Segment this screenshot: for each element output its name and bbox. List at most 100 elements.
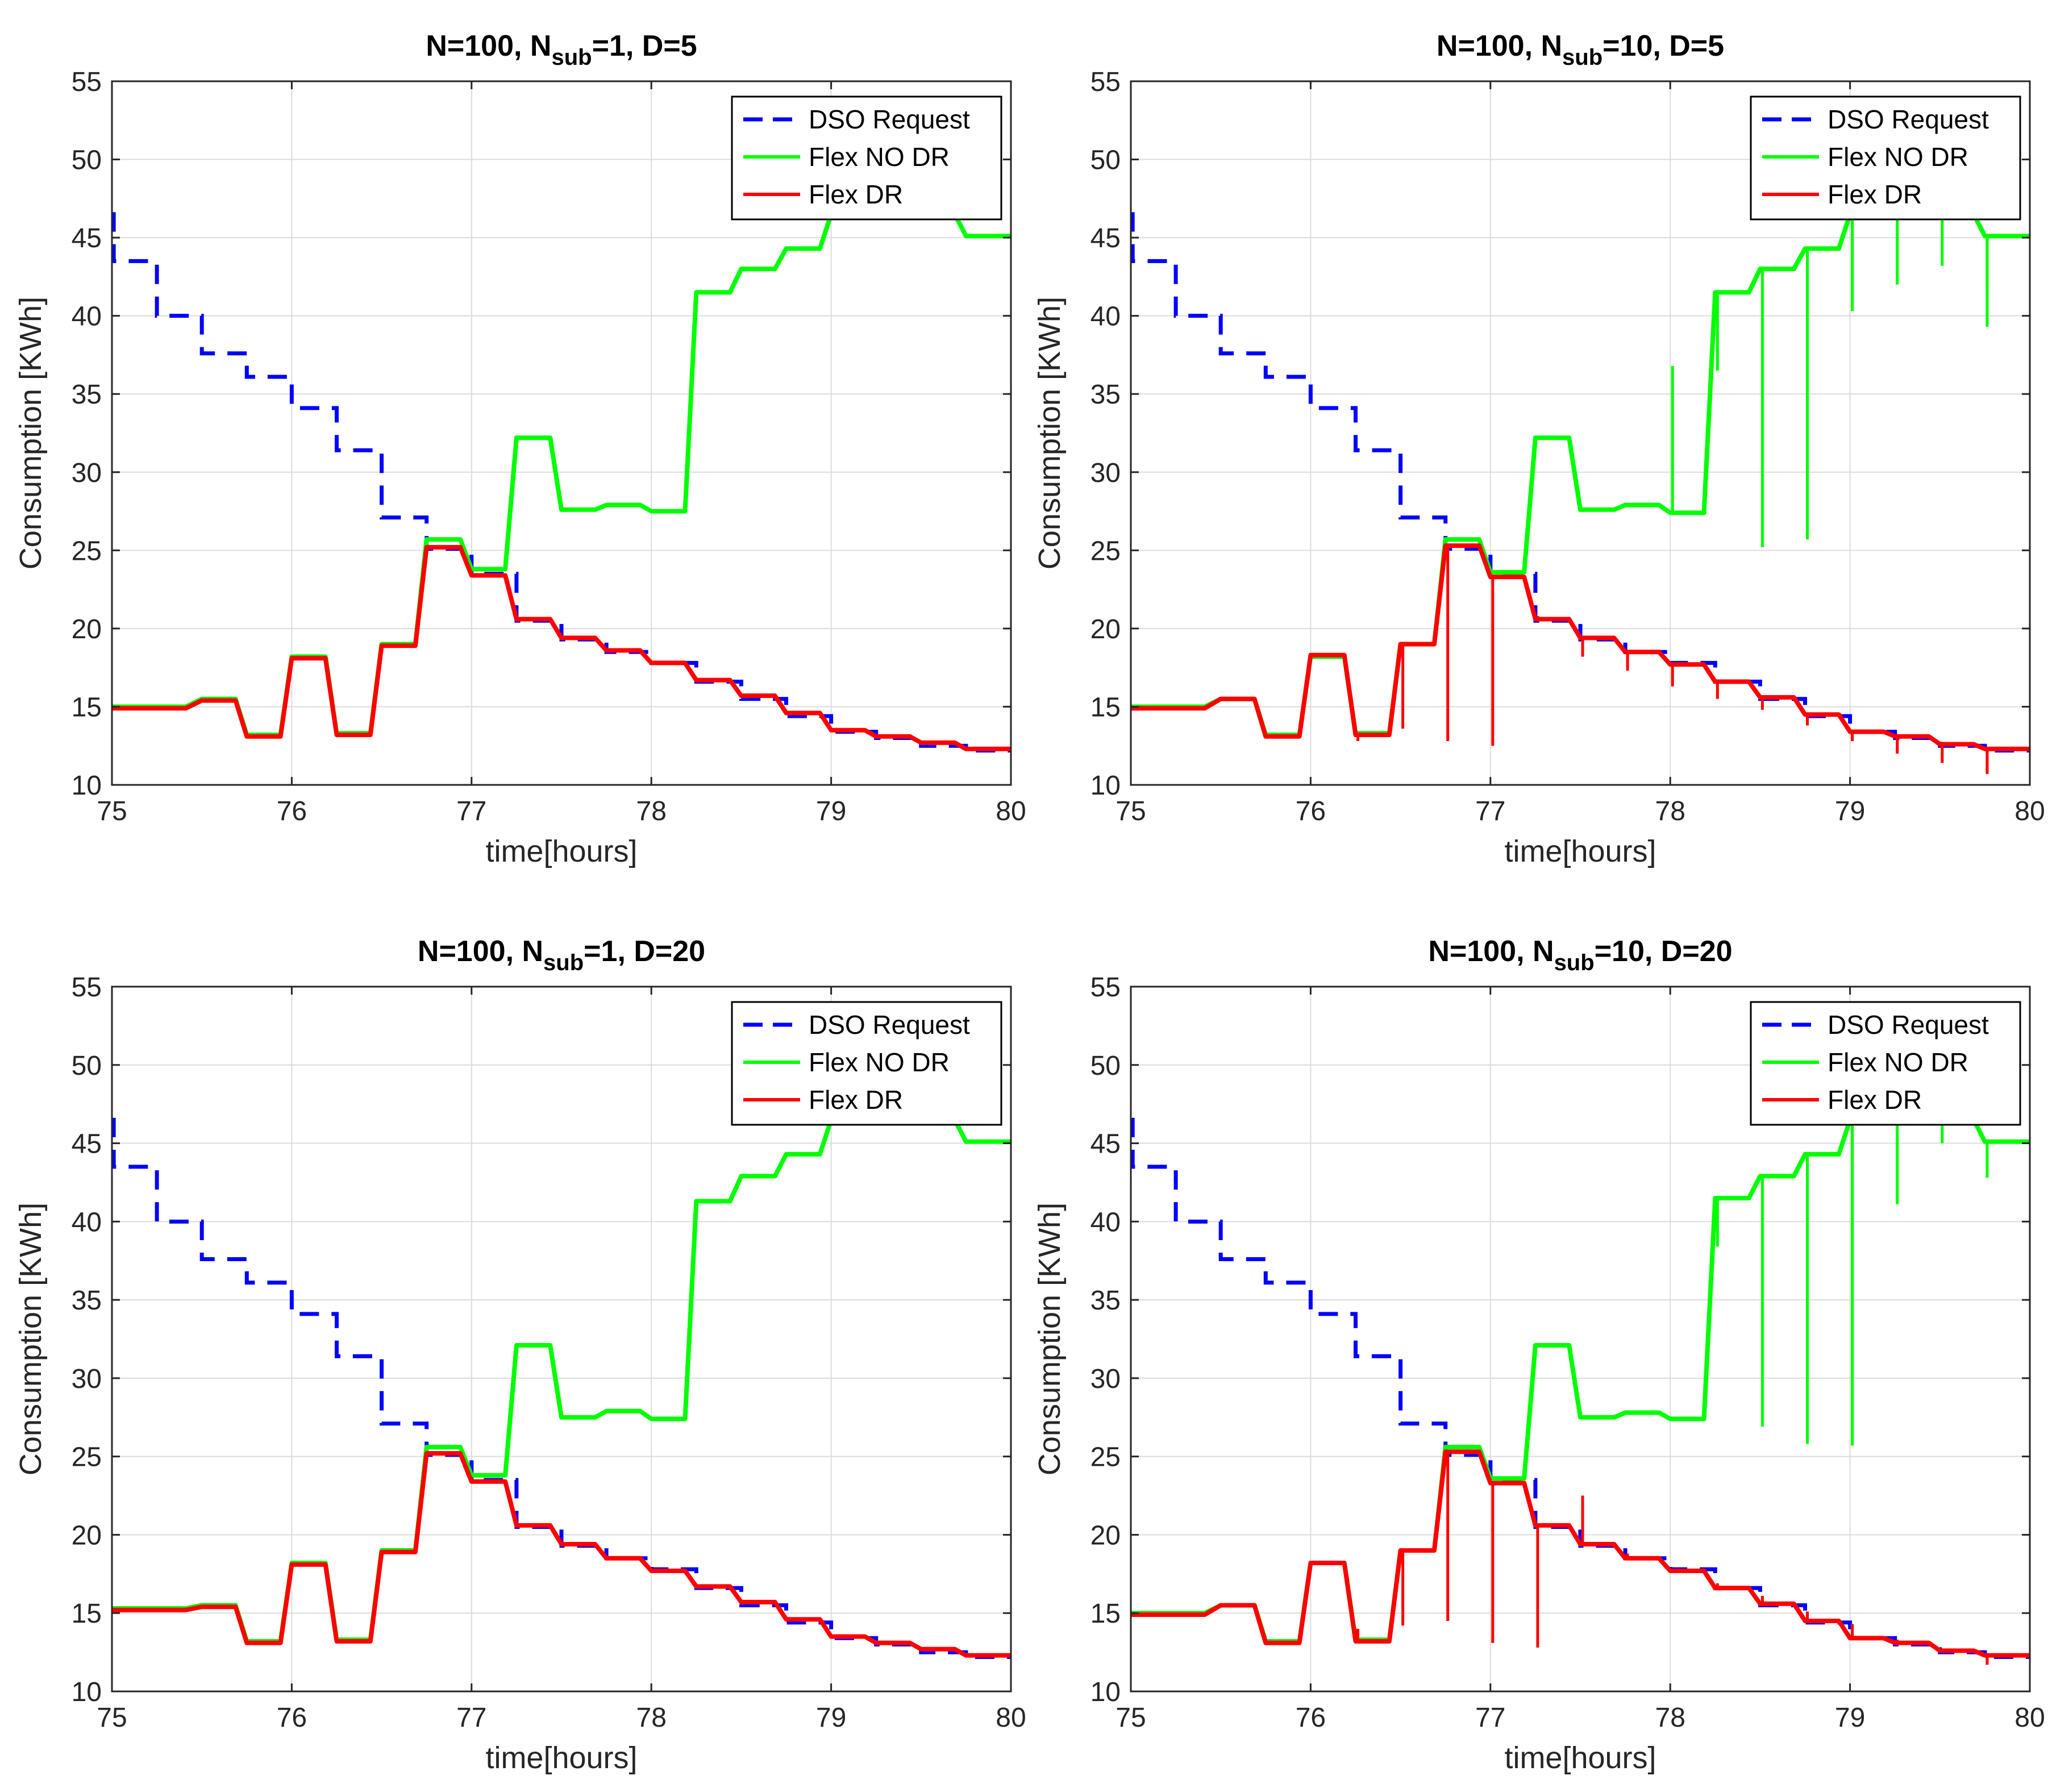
x-tick-label: 75: [1116, 796, 1146, 826]
y-tick-label: 55: [72, 67, 102, 97]
title-rest: =1, D=20: [584, 935, 705, 968]
legend-entry-dso-request-label: DSO Request: [1828, 105, 1989, 134]
y-tick-label: 25: [1090, 1442, 1121, 1473]
title-main: N=100, N: [418, 935, 543, 968]
legend-entry-flex-dr-label: Flex DR: [809, 180, 903, 209]
plot-title: N=100, Nsub=10, D=20: [1428, 935, 1732, 975]
legend-entry-flex-dr-label: Flex DR: [1828, 1085, 1922, 1115]
axes-box: [1130, 986, 2031, 1693]
x-tick-label: 76: [277, 1703, 307, 1733]
x-tick-label: 76: [1296, 796, 1326, 826]
title-main: N=100, N: [1437, 30, 1562, 63]
title-subscript: sub: [543, 950, 584, 975]
x-tick-label: 77: [1475, 796, 1505, 826]
y-tick-label: 25: [72, 536, 102, 566]
legend-entry-dso-request-label: DSO Request: [809, 105, 970, 134]
y-tick-label: 30: [72, 458, 102, 488]
y-tick-label: 35: [1090, 380, 1121, 410]
legend-entry-flex-no-dr-label: Flex NO DR: [1828, 142, 1968, 172]
x-tick-label: 77: [456, 1703, 486, 1733]
y-tick-label: 50: [72, 1051, 102, 1081]
plot-title: N=100, Nsub=1, D=20: [418, 935, 705, 975]
y-tick-label: 50: [1090, 145, 1121, 176]
x-tick-label: 80: [996, 1703, 1026, 1733]
y-tick-label: 10: [1090, 1677, 1121, 1707]
legend: DSO Request Flex NO DR Flex DR: [1750, 95, 2021, 221]
y-tick-label: 30: [1090, 458, 1121, 488]
x-axis-label: time[hours]: [485, 834, 637, 868]
y-tick-label: 45: [1090, 1129, 1121, 1159]
x-tick-label: 78: [636, 1703, 667, 1733]
y-tick-label: 15: [72, 1599, 102, 1629]
legend-entry-flex-no-dr-label: Flex NO DR: [809, 1047, 950, 1077]
y-tick-label: 20: [72, 614, 102, 645]
title-rest: =10, D=5: [1603, 30, 1724, 63]
x-tick-label: 78: [1655, 1703, 1685, 1733]
x-tick-label: 79: [816, 796, 846, 826]
x-tick-label: 75: [97, 1703, 127, 1733]
y-tick-label: 40: [72, 1207, 102, 1237]
y-tick-label: 55: [1090, 67, 1121, 97]
series-line-flex-dr: [112, 1451, 1011, 1658]
legend-entry-flex-no-dr-label: Flex NO DR: [809, 142, 950, 172]
legend-entry-dso-request-label: DSO Request: [1828, 1010, 1989, 1040]
series-line-flex-dr: [112, 544, 1011, 751]
y-tick-label: 20: [1090, 614, 1121, 645]
y-tick-label: 20: [1090, 1520, 1121, 1550]
x-tick-label: 80: [2014, 796, 2045, 826]
y-tick-label: 30: [1090, 1364, 1121, 1394]
x-tick-label: 79: [1835, 1703, 1865, 1733]
x-axis-label: time[hours]: [1504, 1741, 1656, 1775]
axes-box: [1130, 80, 2031, 786]
x-tick-label: 75: [1116, 1703, 1146, 1733]
x-axis-label: time[hours]: [1504, 834, 1656, 868]
title-rest: =1, D=5: [592, 30, 697, 63]
y-tick-label: 50: [72, 145, 102, 176]
x-tick-label: 80: [2014, 1703, 2045, 1733]
y-tick-label: 40: [72, 302, 102, 332]
chart-panel-4: 75 76 77 78 79 80 10 15 20 25 30 35 40 45 50 55 time[hou…: [1033, 935, 2045, 1775]
y-tick-label: 20: [72, 1520, 102, 1550]
axes-box: [111, 986, 1012, 1693]
title-main: N=100, N: [1428, 935, 1554, 968]
y-tick-label: 10: [1090, 771, 1121, 801]
y-tick-label: 40: [1090, 1207, 1121, 1237]
y-axis-label: Consumption [KWh]: [14, 297, 48, 569]
y-tick-label: 10: [72, 1677, 102, 1707]
chart-panel-2: 75 76 77 78 79 80 10 15 20 25 30 35 40 45 50 55 time[hou…: [1033, 30, 2045, 868]
x-tick-label: 76: [277, 796, 307, 826]
x-tick-label: 77: [1475, 1703, 1505, 1733]
y-tick-label: 40: [1090, 302, 1121, 332]
x-tick-label: 80: [996, 796, 1026, 826]
x-tick-label: 79: [1835, 796, 1865, 826]
x-tick-label: 78: [636, 796, 667, 826]
x-tick-label: 78: [1655, 796, 1685, 826]
x-tick-label: 77: [456, 796, 486, 826]
x-tick-label: 76: [1296, 1703, 1326, 1733]
y-tick-label: 15: [72, 692, 102, 722]
title-subscript: sub: [1554, 950, 1595, 975]
title-subscript: sub: [551, 45, 592, 70]
plot-title: N=100, Nsub=1, D=5: [426, 30, 697, 70]
legend-entry-flex-dr-label: Flex DR: [809, 1085, 903, 1115]
x-axis-label: time[hours]: [485, 1741, 637, 1775]
y-axis-label: Consumption [KWh]: [1033, 297, 1067, 569]
y-tick-label: 10: [72, 771, 102, 801]
x-tick-label: 79: [816, 1703, 846, 1733]
legend-entry-flex-dr-label: Flex DR: [1828, 180, 1922, 209]
title-subscript: sub: [1562, 45, 1603, 70]
series-group: [1131, 1117, 2030, 1665]
series-line-flex-dr: [1131, 1449, 2030, 1658]
y-tick-label: 45: [72, 223, 102, 253]
plot-title: N=100, Nsub=10, D=5: [1437, 30, 1724, 70]
y-tick-label: 15: [1090, 692, 1121, 722]
y-axis-label: Consumption [KWh]: [1033, 1203, 1067, 1475]
y-tick-label: 50: [1090, 1051, 1121, 1081]
y-tick-label: 15: [1090, 1599, 1121, 1629]
axes-box: [111, 80, 1012, 786]
y-axis-label: Consumption [KWh]: [14, 1203, 48, 1475]
x-tick-label: 75: [97, 796, 127, 826]
legend: DSO Request Flex NO DR Flex DR: [731, 1001, 1002, 1126]
chart-panel-1: 75 76 77 78 79 80 10 15 20 25 30 35 40 45 50 55 time[hou…: [14, 30, 1026, 868]
